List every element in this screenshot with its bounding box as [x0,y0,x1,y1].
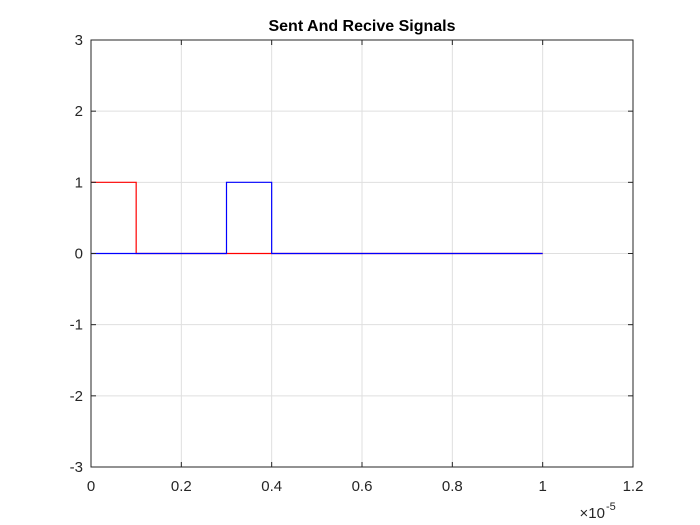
y-tick-label: -3 [70,459,83,476]
y-tick-label: -2 [70,388,83,405]
y-tick-label: 2 [75,103,83,120]
x-exponent-base: ×10 [580,505,605,522]
axis-ticks [90,39,634,468]
x-tick-label: 1.2 [623,478,644,495]
series-line-2 [91,181,543,255]
chart-title: Sent And Recive Signals [268,18,455,35]
y-tick-label: 1 [75,174,83,191]
y-tick-label: 3 [75,32,83,49]
x-tick-label: 1 [538,478,546,495]
x-exponent-power: -5 [606,501,616,513]
x-tick-label: 0 [87,478,95,495]
tick-labels: 0 0.2 0.4 0.6 0.8 1 1.2 -3 -2 -1 0 1 2 3 [70,32,644,495]
y-tick-label: -1 [70,317,83,334]
x-tick-label: 0.8 [442,478,463,495]
series-lines [91,181,543,255]
x-tick-label: 0.4 [261,478,282,495]
x-tick-label: 0.6 [352,478,373,495]
x-tick-label: 0.2 [171,478,192,495]
y-tick-label: 0 [75,246,83,263]
